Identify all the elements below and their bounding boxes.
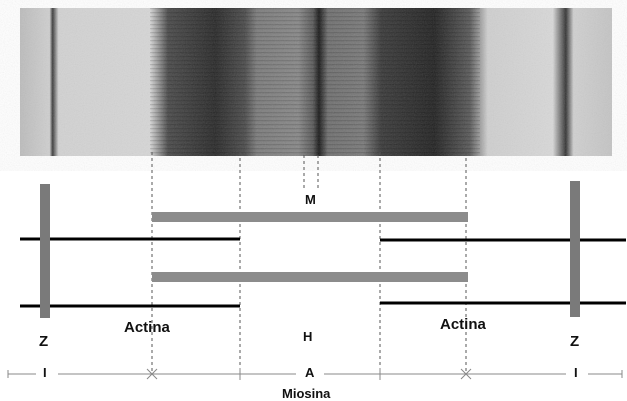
myosin-filament-bottom: [152, 272, 468, 282]
myosin-filaments: [152, 212, 468, 282]
band-scale: [8, 368, 622, 380]
i-band-label-right: I: [574, 365, 578, 380]
i-band-label-left: I: [43, 365, 47, 380]
z-disc-left: [40, 184, 50, 318]
myosin-filament-top: [152, 212, 468, 222]
z-disc-right: [570, 181, 580, 317]
micrograph-photo: [20, 8, 612, 156]
h-zone-label: H: [303, 329, 312, 344]
a-band-label: A: [305, 365, 314, 380]
actina-label-left: Actina: [124, 319, 170, 336]
actina-label-right: Actina: [440, 316, 486, 333]
m-line-label: M: [305, 192, 316, 207]
z-label-left: Z: [39, 333, 48, 350]
miosina-label: Miosina: [282, 386, 330, 401]
z-label-right: Z: [570, 333, 579, 350]
